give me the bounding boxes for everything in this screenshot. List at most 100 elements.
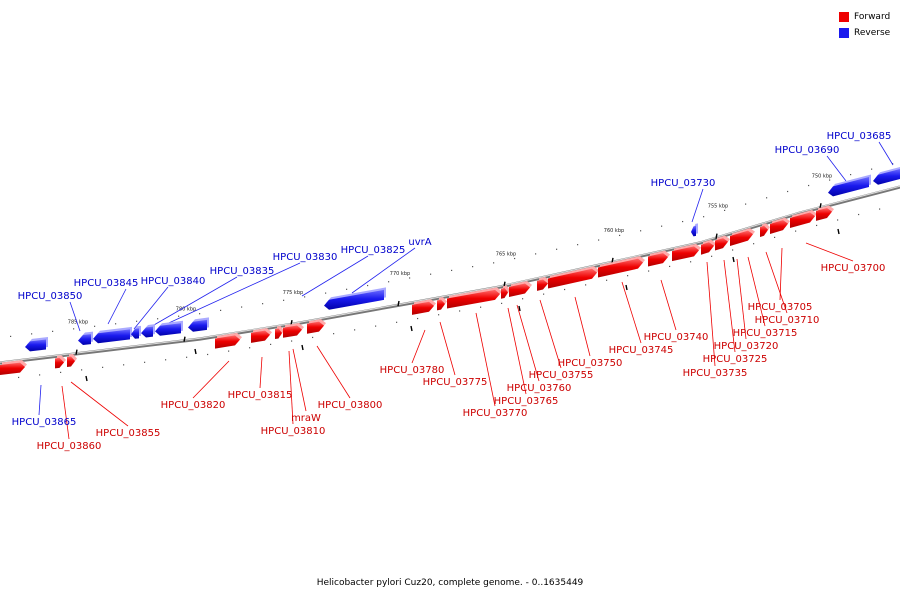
reverse-gene[interactable] <box>155 320 183 336</box>
reverse-swatch <box>839 27 849 38</box>
forward-leader-line <box>736 258 747 340</box>
forward-gene-body <box>509 283 530 298</box>
forward-gene[interactable] <box>730 228 755 246</box>
minor-tick <box>858 213 860 216</box>
forward-leader-line <box>660 279 677 331</box>
reverse-gene-body <box>93 329 130 344</box>
minor-tick <box>94 325 96 327</box>
forward-gene[interactable] <box>509 281 532 298</box>
minor-tick <box>81 369 83 371</box>
scale-tick-label: 750 kbp <box>812 173 832 179</box>
forward-gene-body <box>537 279 548 291</box>
minor-tick <box>291 340 293 342</box>
reverse-gene[interactable] <box>78 331 93 346</box>
forward-gene[interactable] <box>648 250 670 267</box>
scale-tick-mark <box>518 305 521 312</box>
forward-gene[interactable] <box>701 239 716 255</box>
reverse-gene-label: uvrA <box>408 237 431 248</box>
forward-gene[interactable] <box>275 325 284 339</box>
forward-gene-body <box>251 330 270 343</box>
reverse-gene[interactable] <box>828 174 871 197</box>
minor-tick <box>165 359 167 361</box>
genome-caption: Helicobacter pylori Cuz20, complete geno… <box>316 578 584 588</box>
forward-gene[interactable] <box>447 287 502 309</box>
minor-tick <box>18 376 20 379</box>
forward-gene[interactable] <box>437 297 447 311</box>
scale-tick-mark <box>503 281 506 287</box>
forward-leader-line <box>779 247 783 301</box>
reverse-leader-line <box>691 188 704 223</box>
minor-tick <box>808 184 810 187</box>
forward-gene[interactable] <box>283 322 304 338</box>
reverse-leader-line <box>301 255 369 297</box>
forward-gene[interactable] <box>55 355 66 369</box>
reverse-gene[interactable] <box>25 336 48 352</box>
forward-gene-label: HPCU_03700 <box>821 263 886 274</box>
reverse-gene-body <box>828 177 869 197</box>
reverse-leader-line <box>878 141 894 166</box>
forward-gene[interactable] <box>537 277 550 291</box>
forward-gene-body <box>770 220 788 234</box>
forward-gene-label: mraW <box>291 413 321 424</box>
scale-tick-mark <box>611 257 614 264</box>
reverse-gene-body <box>873 169 900 185</box>
minor-tick <box>745 203 747 205</box>
reverse-gene[interactable] <box>93 326 132 344</box>
minor-tick <box>598 239 600 241</box>
forward-gene[interactable] <box>548 266 599 289</box>
reverse-leader-line <box>69 301 81 332</box>
forward-gene[interactable] <box>715 235 730 251</box>
reverse-gene-body <box>25 339 46 352</box>
minor-tick <box>207 353 209 356</box>
reverse-gene[interactable] <box>691 223 698 237</box>
minor-tick <box>396 321 398 323</box>
forward-gene-body <box>67 356 75 367</box>
forward-gene[interactable] <box>251 328 272 343</box>
reverse-leader-line <box>38 384 42 416</box>
forward-gene[interactable] <box>67 353 77 367</box>
forward-gene[interactable] <box>790 209 817 228</box>
minor-tick <box>774 236 776 238</box>
minor-tick <box>711 255 713 257</box>
forward-gene-body <box>672 246 699 262</box>
forward-gene-label: HPCU_03810 <box>261 426 326 437</box>
minor-tick <box>438 314 440 316</box>
forward-gene-label: HPCU_03715 <box>733 328 798 339</box>
reverse-gene-body <box>691 225 696 237</box>
reverse-gene[interactable] <box>188 317 209 332</box>
forward-gene-body <box>412 301 434 315</box>
forward-gene-label: HPCU_03760 <box>507 383 572 394</box>
forward-gene[interactable] <box>770 217 790 234</box>
forward-gene[interactable] <box>215 332 242 349</box>
forward-gene[interactable] <box>816 205 834 221</box>
minor-tick <box>627 275 629 277</box>
forward-gene-body <box>55 357 64 369</box>
forward-gene[interactable] <box>307 319 326 334</box>
reverse-gene[interactable] <box>873 167 900 185</box>
reverse-gene-body <box>324 289 384 310</box>
forward-gene-body <box>760 225 768 237</box>
minor-tick <box>669 265 671 268</box>
forward-gene-label: HPCU_03745 <box>609 345 674 356</box>
forward-gene[interactable] <box>760 223 770 237</box>
reverse-leader-line <box>159 262 301 328</box>
forward-gene[interactable] <box>672 243 701 262</box>
forward-gene[interactable] <box>598 256 645 278</box>
forward-gene[interactable] <box>501 285 510 299</box>
minor-tick <box>480 306 482 308</box>
reverse-leader-line <box>351 247 416 294</box>
minor-tick <box>220 309 222 311</box>
reverse-gene[interactable] <box>131 325 141 339</box>
reverse-gene[interactable] <box>141 324 155 338</box>
reverse-gene[interactable] <box>324 287 386 310</box>
scale-tick-label: 765 kbp <box>496 252 516 258</box>
scale-tick-label: 780 kbp <box>176 307 196 313</box>
minor-tick <box>648 270 650 272</box>
forward-gene[interactable] <box>412 299 436 315</box>
reverse-gene-label: HPCU_03840 <box>141 276 206 287</box>
forward-label: Forward <box>854 11 891 22</box>
minor-tick <box>640 230 642 232</box>
forward-gene-body <box>548 268 597 289</box>
forward-gene[interactable] <box>0 360 27 375</box>
